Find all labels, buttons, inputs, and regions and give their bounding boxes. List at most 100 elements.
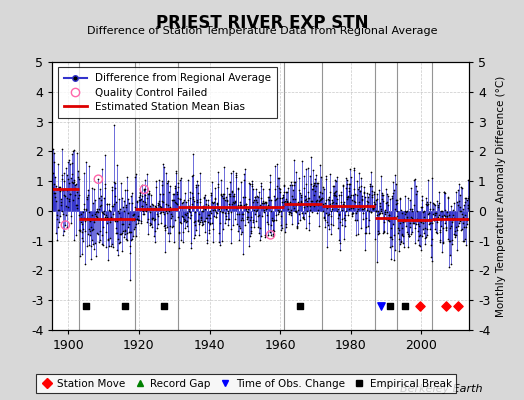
- Point: [237, 216, 245, 223]
- Point: [177, 175, 185, 181]
- Point: [173, 188, 181, 195]
- Point: [94, 209, 102, 215]
- Point: [444, 236, 453, 242]
- Point: [53, 216, 61, 222]
- Point: [401, 211, 409, 218]
- Point: [184, 214, 193, 220]
- Point: [226, 178, 234, 185]
- Point: [311, 180, 319, 186]
- Point: [412, 190, 420, 197]
- Point: [281, 198, 289, 204]
- Point: [108, 184, 116, 190]
- Point: [169, 197, 177, 203]
- Point: [350, 186, 358, 192]
- Point: [126, 192, 135, 199]
- Point: [242, 206, 250, 212]
- Point: [382, 200, 390, 207]
- Point: [280, 182, 288, 188]
- Point: [49, 170, 57, 176]
- Point: [97, 193, 105, 200]
- Point: [87, 243, 95, 249]
- Point: [59, 187, 67, 193]
- Point: [447, 236, 456, 243]
- Point: [370, 200, 379, 207]
- Point: [138, 211, 147, 218]
- Point: [423, 226, 431, 232]
- Point: [282, 221, 290, 228]
- Point: [174, 228, 183, 235]
- Point: [457, 211, 466, 217]
- Point: [271, 196, 280, 202]
- Point: [410, 216, 419, 223]
- Point: [185, 189, 194, 196]
- Point: [215, 239, 223, 245]
- Point: [182, 210, 191, 216]
- Point: [364, 194, 372, 201]
- Point: [148, 215, 156, 222]
- Point: [449, 212, 457, 218]
- Point: [252, 218, 260, 224]
- Point: [136, 189, 144, 195]
- Point: [151, 216, 159, 222]
- Point: [402, 214, 411, 220]
- Point: [95, 203, 104, 209]
- Point: [325, 210, 333, 217]
- Point: [169, 191, 177, 197]
- Point: [462, 224, 470, 230]
- Point: [422, 201, 430, 207]
- Point: [445, 238, 453, 244]
- Point: [172, 201, 181, 207]
- Point: [192, 182, 200, 188]
- Point: [375, 187, 383, 193]
- Point: [319, 184, 328, 190]
- Point: [347, 192, 355, 198]
- Point: [346, 205, 355, 211]
- Point: [283, 198, 291, 204]
- Point: [429, 206, 437, 212]
- Point: [117, 231, 125, 237]
- Point: [112, 230, 121, 236]
- Point: [179, 228, 187, 235]
- Point: [405, 233, 413, 239]
- Point: [90, 217, 98, 223]
- Point: [373, 191, 381, 198]
- Point: [323, 219, 331, 226]
- Point: [137, 218, 145, 224]
- Point: [216, 220, 224, 226]
- Point: [377, 209, 386, 216]
- Point: [299, 214, 307, 220]
- Point: [406, 206, 414, 212]
- Point: [326, 230, 335, 237]
- Point: [332, 178, 341, 184]
- Point: [370, 190, 378, 197]
- Point: [287, 210, 296, 216]
- Point: [440, 189, 448, 196]
- Point: [451, 232, 459, 238]
- Point: [341, 217, 349, 223]
- Point: [85, 209, 93, 215]
- Point: [315, 223, 323, 230]
- Point: [316, 162, 324, 168]
- Point: [188, 190, 196, 196]
- Point: [427, 254, 435, 260]
- Point: [359, 206, 367, 212]
- Point: [388, 221, 397, 228]
- Point: [207, 210, 215, 217]
- Point: [465, 192, 473, 199]
- Point: [64, 157, 73, 163]
- Point: [95, 206, 103, 213]
- Point: [318, 196, 326, 202]
- Point: [239, 171, 248, 177]
- Point: [203, 212, 212, 218]
- Point: [247, 181, 256, 187]
- Point: [100, 195, 108, 201]
- Point: [219, 209, 227, 215]
- Point: [60, 170, 68, 176]
- Point: [232, 173, 240, 180]
- Point: [163, 210, 171, 217]
- Point: [230, 193, 238, 199]
- Point: [111, 193, 119, 199]
- Point: [111, 185, 119, 191]
- Point: [424, 210, 433, 216]
- Point: [453, 215, 462, 222]
